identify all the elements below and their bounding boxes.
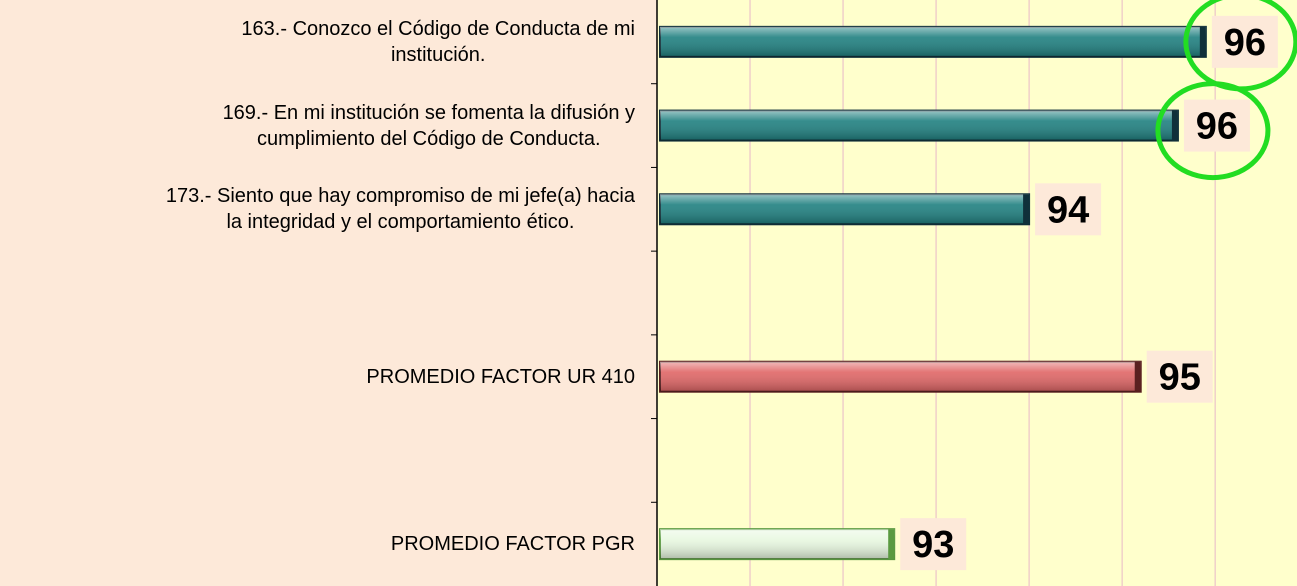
category-label: 173.- Siento que hay compromiso de mi je… [0, 169, 637, 249]
plot-area [657, 0, 1297, 586]
bar-end [888, 529, 895, 560]
bar-shine [660, 26, 1206, 57]
value-label: 96 [1196, 106, 1238, 148]
bar-shine [660, 194, 1030, 225]
value-label-bg [1035, 183, 1102, 236]
value-label-bg [1183, 99, 1250, 152]
category-text: 163.- Conozco el Código de Conducta de m… [241, 17, 635, 66]
bar-end [1023, 194, 1030, 225]
category-text: 169.- En mi institución se fomenta la di… [222, 101, 635, 150]
value-label-bg [1211, 15, 1278, 68]
category-text: PROMEDIO FACTOR PGR [390, 533, 635, 556]
category-label: PROMEDIO FACTOR UR 410 [0, 337, 637, 417]
category-label: 169.- En mi institución se fomenta la di… [0, 86, 637, 166]
category-label: 163.- Conozco el Código de Conducta de m… [0, 2, 637, 82]
bar-shine [660, 110, 1178, 141]
value-label-bg [900, 518, 967, 571]
bar-end [1199, 26, 1206, 57]
bar-end [1134, 361, 1141, 392]
value-label: 93 [912, 524, 954, 566]
bar-end [1171, 110, 1178, 141]
value-label-bg [1146, 350, 1213, 403]
value-label: 95 [1159, 357, 1201, 399]
bar-shine [660, 529, 895, 560]
bar-shine [660, 361, 1141, 392]
value-label: 96 [1224, 22, 1266, 64]
category-text: 173.- Siento que hay compromiso de mi je… [165, 185, 635, 234]
category-label: PROMEDIO FACTOR PGR [0, 504, 637, 584]
category-text: PROMEDIO FACTOR UR 410 [366, 365, 635, 388]
highlight-circle [1155, 81, 1271, 181]
value-label: 94 [1047, 189, 1089, 231]
